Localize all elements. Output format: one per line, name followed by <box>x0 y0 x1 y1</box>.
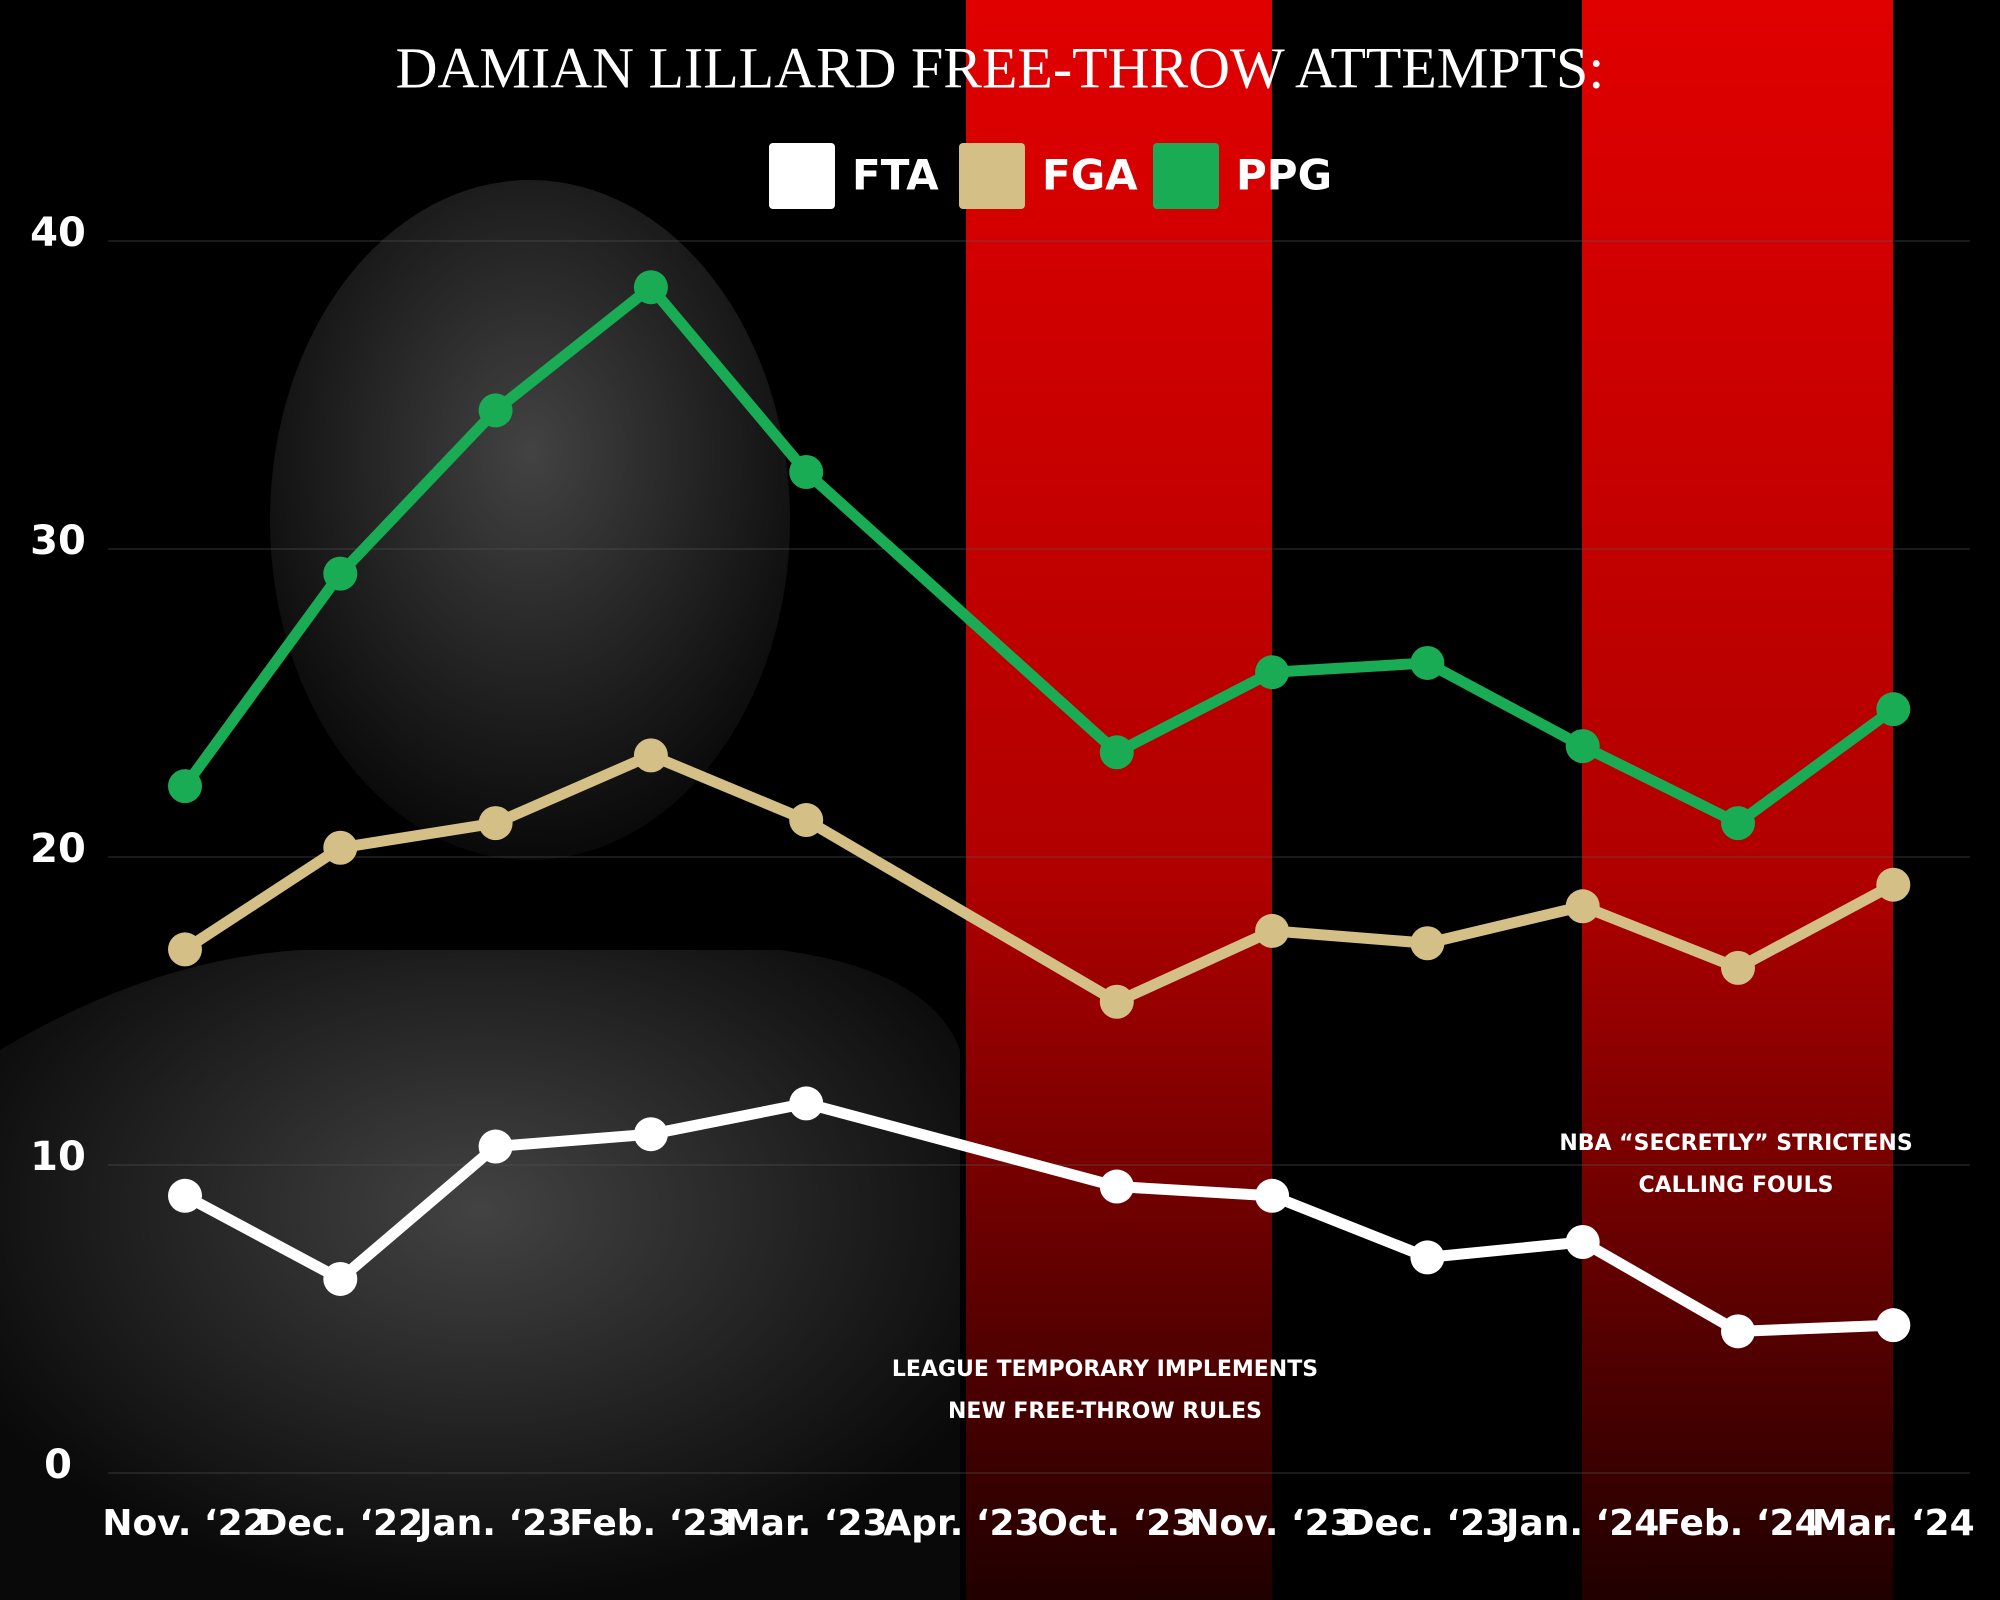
data-point <box>633 1117 668 1152</box>
y-tick-label: 0 <box>44 1442 72 1488</box>
data-point <box>323 556 358 591</box>
data-point <box>168 932 202 967</box>
chart-title: DAMIAN LILLARD FREE-THROW ATTEMPTS: <box>396 35 1605 100</box>
highlight-band <box>966 0 1272 1600</box>
legend-swatch <box>1153 143 1219 209</box>
y-tick-label: 30 <box>30 518 86 564</box>
annotation: NEW FREE-THROW RULES <box>948 1399 1262 1424</box>
annotation: LEAGUE TEMPORARY IMPLEMENTS <box>892 1357 1318 1382</box>
data-point <box>633 738 668 773</box>
data-point <box>789 1086 824 1121</box>
data-point <box>1410 926 1445 961</box>
highlight-band <box>1582 0 1893 1600</box>
data-point <box>1876 867 1911 902</box>
data-point <box>1410 645 1445 680</box>
data-point <box>789 803 824 838</box>
data-point <box>1255 1178 1290 1213</box>
data-point <box>168 769 202 804</box>
data-point <box>1876 692 1911 727</box>
data-point <box>1255 655 1290 690</box>
data-point <box>1099 735 1134 770</box>
legend-label: PPG <box>1236 151 1332 200</box>
legend-label: FTA <box>852 151 939 200</box>
data-point <box>1565 1225 1600 1259</box>
x-tick-label: Feb. ‘23 <box>569 1503 732 1544</box>
x-tick-label: Dec. ‘23 <box>1345 1503 1511 1544</box>
x-tick-label: Jan. ‘23 <box>416 1503 572 1544</box>
data-point <box>1721 1314 1755 1349</box>
legend-swatch <box>959 143 1025 209</box>
annotation: NBA “SECRETLY” STRICTENS <box>1559 1131 1912 1156</box>
data-point <box>1876 1308 1911 1343</box>
y-tick-label: 40 <box>30 210 86 256</box>
legend-label: FGA <box>1042 151 1138 200</box>
y-tick-label: 20 <box>30 826 86 872</box>
x-tick-label: Nov. ‘23 <box>1189 1503 1354 1544</box>
x-tick-label: Feb. ‘24 <box>1656 1503 1819 1544</box>
data-point <box>168 1178 202 1213</box>
data-point <box>478 1129 513 1164</box>
data-point <box>633 270 668 305</box>
y-tick-label: 10 <box>30 1134 86 1180</box>
x-tick-label: Apr. ‘23 <box>883 1503 1039 1544</box>
x-tick-label: Nov. ‘22 <box>102 1503 267 1544</box>
data-point <box>323 1261 358 1296</box>
data-point <box>1099 984 1134 1019</box>
data-point <box>478 393 513 428</box>
data-point <box>1565 889 1600 924</box>
data-point <box>1099 1169 1134 1204</box>
x-tick-label: Mar. ‘24 <box>1812 1503 1975 1544</box>
x-tick-label: Dec. ‘22 <box>257 1503 423 1544</box>
legend-swatch <box>769 143 835 209</box>
data-point <box>478 806 513 841</box>
data-point <box>1721 950 1755 985</box>
data-point <box>789 455 824 489</box>
data-point <box>323 830 358 865</box>
data-point <box>1721 806 1755 841</box>
x-tick-label: Jan. ‘24 <box>1503 1503 1659 1544</box>
player-photo <box>0 180 960 1600</box>
data-point <box>1410 1240 1445 1275</box>
annotation: CALLING FOULS <box>1639 1173 1834 1198</box>
x-tick-label: Mar. ‘23 <box>725 1503 888 1544</box>
data-point <box>1565 729 1600 764</box>
data-point <box>1255 913 1290 948</box>
x-tick-label: Oct. ‘23 <box>1037 1503 1196 1544</box>
